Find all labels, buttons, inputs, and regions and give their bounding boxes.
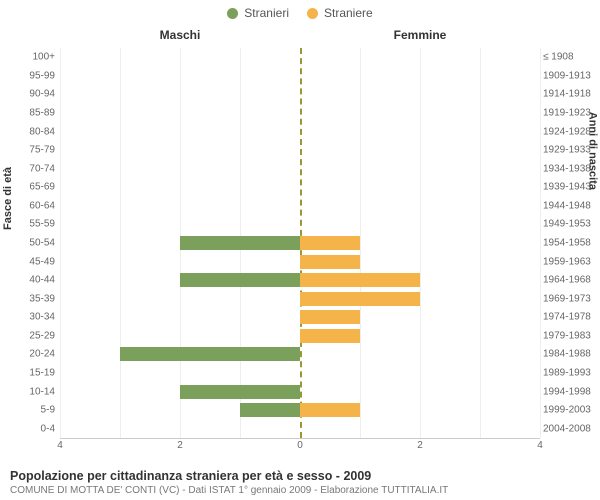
x-axis-ticks: 4 2 0 2 4 xyxy=(60,438,540,454)
birth-tick: 1964-1968 xyxy=(543,275,598,286)
legend-label-female: Straniere xyxy=(324,6,373,20)
birth-tick: 1949-1953 xyxy=(543,219,598,230)
age-tick: 80-84 xyxy=(15,126,55,137)
age-row: 100+≤ 1908 xyxy=(60,48,540,67)
birth-tick: 2004-2008 xyxy=(543,423,598,434)
chart-footer: Popolazione per cittadinanza straniera p… xyxy=(10,469,590,496)
birth-tick: 1979-1983 xyxy=(543,330,598,341)
birth-tick: 1934-1938 xyxy=(543,163,598,174)
chart-subtitle: COMUNE DI MOTTA DE' CONTI (VC) - Dati IS… xyxy=(10,485,590,496)
birth-tick: 1989-1993 xyxy=(543,367,598,378)
birth-tick: ≤ 1908 xyxy=(543,52,598,63)
age-row: 90-941914-1918 xyxy=(60,85,540,104)
birth-tick: 1939-1943 xyxy=(543,182,598,193)
male-side-title: Maschi xyxy=(60,28,300,42)
bar-female xyxy=(300,292,420,306)
age-tick: 40-44 xyxy=(15,275,55,286)
bar-male xyxy=(240,403,300,417)
birth-tick: 1944-1948 xyxy=(543,200,598,211)
age-row: 85-891919-1923 xyxy=(60,104,540,123)
bar-male xyxy=(180,385,300,399)
birth-tick: 1994-1998 xyxy=(543,386,598,397)
age-row: 25-291979-1983 xyxy=(60,327,540,346)
gridline xyxy=(540,48,541,438)
birth-tick: 1924-1928 xyxy=(543,126,598,137)
age-row: 20-241984-1988 xyxy=(60,345,540,364)
legend-swatch-male xyxy=(227,8,238,19)
birth-tick: 1999-2003 xyxy=(543,405,598,416)
birth-tick: 1969-1973 xyxy=(543,293,598,304)
age-row: 15-191989-1993 xyxy=(60,364,540,383)
age-tick: 55-59 xyxy=(15,219,55,230)
birth-tick: 1914-1918 xyxy=(543,89,598,100)
age-tick: 50-54 xyxy=(15,237,55,248)
age-tick: 0-4 xyxy=(15,423,55,434)
age-tick: 75-79 xyxy=(15,145,55,156)
birth-tick: 1954-1958 xyxy=(543,237,598,248)
x-tick: 4 xyxy=(537,440,543,451)
bar-female xyxy=(300,310,360,324)
age-tick: 10-14 xyxy=(15,386,55,397)
birth-tick: 1919-1923 xyxy=(543,107,598,118)
birth-tick: 1974-1978 xyxy=(543,312,598,323)
age-row: 55-591949-1953 xyxy=(60,215,540,234)
age-tick: 35-39 xyxy=(15,293,55,304)
age-row: 80-841924-1928 xyxy=(60,122,540,141)
bar-female xyxy=(300,236,360,250)
age-tick: 15-19 xyxy=(15,367,55,378)
x-tick: 2 xyxy=(417,440,423,451)
age-row: 75-791929-1933 xyxy=(60,141,540,160)
birth-tick: 1984-1988 xyxy=(543,349,598,360)
bar-female xyxy=(300,403,360,417)
age-tick: 5-9 xyxy=(15,405,55,416)
chart-container: Stranieri Straniere Maschi Femmine Fasce… xyxy=(0,0,600,500)
age-tick: 25-29 xyxy=(15,330,55,341)
age-tick: 20-24 xyxy=(15,349,55,360)
age-tick: 100+ xyxy=(15,52,55,63)
legend-item-male: Stranieri xyxy=(227,6,289,20)
female-side-title: Femmine xyxy=(300,28,540,42)
y-axis-left-label: Fasce di età xyxy=(2,167,14,230)
age-tick: 90-94 xyxy=(15,89,55,100)
bar-male xyxy=(180,273,300,287)
age-tick: 60-64 xyxy=(15,200,55,211)
age-tick: 70-74 xyxy=(15,163,55,174)
age-tick: 30-34 xyxy=(15,312,55,323)
plot-area: 42024 100+≤ 190895-991909-191390-941914-… xyxy=(60,48,540,439)
age-row: 60-641944-1948 xyxy=(60,197,540,216)
age-row: 5-91999-2003 xyxy=(60,401,540,420)
age-tick: 65-69 xyxy=(15,182,55,193)
age-row: 35-391969-1973 xyxy=(60,289,540,308)
bar-male xyxy=(180,236,300,250)
x-tick: 4 xyxy=(57,440,63,451)
age-tick: 85-89 xyxy=(15,107,55,118)
age-row: 65-691939-1943 xyxy=(60,178,540,197)
birth-tick: 1909-1913 xyxy=(543,70,598,81)
legend-label-male: Stranieri xyxy=(244,6,289,20)
x-tick: 0 xyxy=(297,440,303,451)
age-row: 95-991909-1913 xyxy=(60,67,540,86)
side-titles: Maschi Femmine xyxy=(60,28,540,42)
age-tick: 95-99 xyxy=(15,70,55,81)
age-row: 0-42004-2008 xyxy=(60,419,540,438)
bar-female xyxy=(300,329,360,343)
birth-tick: 1959-1963 xyxy=(543,256,598,267)
bar-male xyxy=(120,347,300,361)
age-row: 70-741934-1938 xyxy=(60,159,540,178)
bar-female xyxy=(300,255,360,269)
age-row: 45-491959-1963 xyxy=(60,252,540,271)
legend: Stranieri Straniere xyxy=(0,0,600,20)
age-tick: 45-49 xyxy=(15,256,55,267)
bar-female xyxy=(300,273,420,287)
legend-item-female: Straniere xyxy=(307,6,373,20)
age-row: 10-141994-1998 xyxy=(60,382,540,401)
birth-tick: 1929-1933 xyxy=(543,145,598,156)
chart-title: Popolazione per cittadinanza straniera p… xyxy=(10,469,590,483)
x-tick: 2 xyxy=(177,440,183,451)
age-row: 40-441964-1968 xyxy=(60,271,540,290)
age-row: 50-541954-1958 xyxy=(60,234,540,253)
legend-swatch-female xyxy=(307,8,318,19)
age-row: 30-341974-1978 xyxy=(60,308,540,327)
